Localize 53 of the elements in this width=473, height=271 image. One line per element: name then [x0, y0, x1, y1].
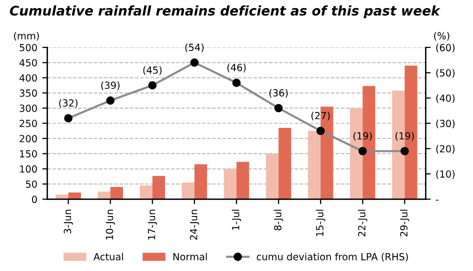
y2-tick-label: (30) [436, 120, 455, 128]
y2-tick-label: (20) [436, 144, 455, 154]
legend-label: Normal [173, 252, 207, 260]
y-tick-label: 300 [20, 104, 37, 112]
x-tick-label: 8-Jul [274, 210, 284, 230]
x-tick-label: 1-Jul [232, 210, 242, 230]
y2-tick-label: - [436, 200, 438, 201]
x-tick-label: 10-Jun [106, 210, 115, 240]
data-label: (36) [269, 89, 288, 98]
data-label: (54) [185, 43, 204, 52]
bar [182, 182, 194, 200]
y2-tick-label: (50) [436, 69, 455, 78]
bar [152, 176, 166, 200]
data-label: (32) [59, 99, 78, 108]
y2-tick-label: (60) [436, 44, 455, 52]
y-tick-label: 350 [20, 89, 37, 97]
y-tick-label: 500 [20, 44, 37, 52]
bar [98, 192, 110, 200]
data-label: (39) [101, 81, 120, 90]
x-tick-label: 22-Jul [358, 210, 368, 236]
x-tick-label: 15-Jul [316, 210, 326, 236]
y-tick-label: 250 [20, 120, 37, 128]
y-axis-title: (mm) [14, 32, 39, 41]
bar [110, 187, 123, 200]
y-tick-label: 150 [20, 150, 37, 158]
y-tick-label: 0 [32, 196, 37, 204]
y2-tick-label: (10) [436, 170, 455, 179]
bar [194, 164, 208, 200]
y-tick-label: 200 [20, 134, 37, 142]
y-tick-label: 400 [19, 74, 37, 82]
x-tick-label: 3-Jun [64, 210, 73, 234]
bar [236, 162, 250, 200]
y-tick-label: 450 [19, 59, 37, 66]
x-tick-label: 24-Jun [190, 210, 200, 240]
bar [266, 154, 279, 200]
bar [56, 194, 68, 200]
x-tick-label: 29-Jul [400, 210, 410, 236]
y2-axis-title: (%) [434, 32, 450, 41]
data-label: (19) [353, 132, 372, 141]
chart-title: Cumulative rainfall remains deficient as of this past week [10, 5, 440, 18]
legend-label: cumu deviation from LPA (RHS) [256, 252, 408, 262]
bar [140, 186, 152, 200]
y-tick-label: 50 [26, 180, 37, 188]
legend-label: Actual [94, 252, 123, 260]
data-label: (46) [227, 64, 246, 72]
x-tick-label: 17-Jun [148, 210, 158, 240]
data-label: (45) [143, 66, 162, 75]
y-tick-label: 100 [20, 165, 37, 173]
y2-tick-label: (40) [436, 94, 455, 103]
bar [308, 130, 321, 200]
bar [224, 168, 236, 200]
data-label: (19) [396, 132, 414, 141]
bar [278, 128, 292, 200]
